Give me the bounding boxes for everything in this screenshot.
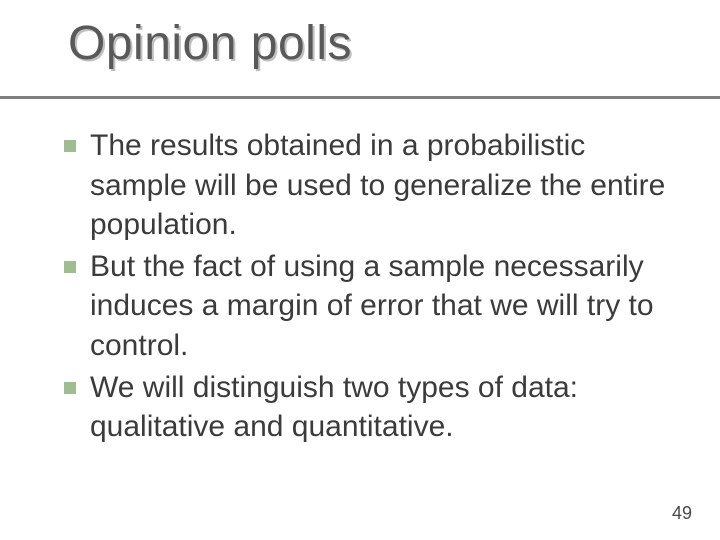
- list-item-text: We will distinguish two types of data: q…: [90, 368, 684, 447]
- title-rule: [0, 96, 720, 99]
- body-text: The results obtained in a probabilistic …: [64, 126, 684, 449]
- square-bullet-icon: [64, 382, 76, 394]
- list-item: The results obtained in a probabilistic …: [64, 126, 684, 245]
- page-number: 49: [672, 503, 692, 524]
- title-area: Opinion polls Opinion polls: [68, 16, 668, 71]
- list-item: But the fact of using a sample necessari…: [64, 247, 684, 366]
- list-item-text: But the fact of using a sample necessari…: [90, 247, 684, 366]
- page-title: Opinion polls: [68, 16, 668, 71]
- square-bullet-icon: [64, 140, 76, 152]
- square-bullet-icon: [64, 261, 76, 273]
- list-item: We will distinguish two types of data: q…: [64, 368, 684, 447]
- list-item-text: The results obtained in a probabilistic …: [90, 126, 684, 245]
- slide: Opinion polls Opinion polls The results …: [0, 0, 720, 540]
